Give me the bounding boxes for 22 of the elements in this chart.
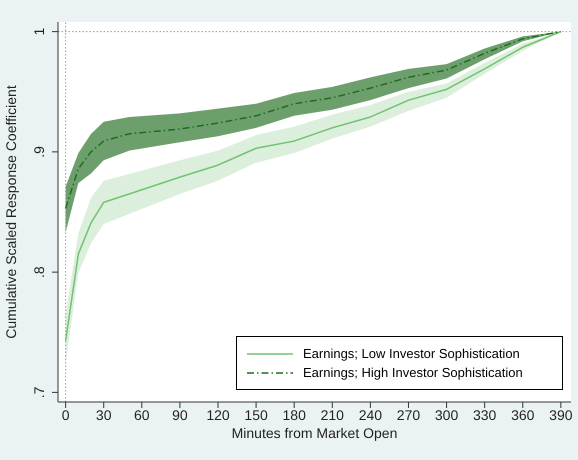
- x-tick-label: 90: [172, 406, 188, 423]
- x-tick-label: 330: [472, 406, 497, 423]
- x-tick-label: 210: [320, 406, 344, 423]
- x-tick-label: 300: [434, 406, 458, 423]
- x-tick-label: 0: [62, 406, 70, 423]
- x-tick-label: 180: [282, 406, 306, 423]
- y-tick-label: .7: [31, 386, 47, 398]
- legend-label: Earnings; High Investor Sophistication: [303, 365, 523, 380]
- x-tick-label: 120: [206, 406, 230, 423]
- y-tick-label: .8: [31, 266, 47, 278]
- x-tick-label: 390: [549, 406, 573, 423]
- x-tick-label: 270: [396, 406, 420, 423]
- x-axis-title: Minutes from Market Open: [232, 425, 398, 441]
- y-tick-label: .9: [31, 146, 47, 158]
- x-tick-label: 240: [358, 406, 382, 423]
- y-axis-title: Cumulative Scaled Response Coefficient: [3, 85, 19, 339]
- x-tick-label: 150: [244, 406, 268, 423]
- x-tick-label: 60: [134, 406, 150, 423]
- x-tick-label: 30: [96, 406, 112, 423]
- x-tick-label: 360: [511, 406, 535, 423]
- y-tick-label: 1: [31, 28, 47, 36]
- legend-label: Earnings; Low Investor Sophistication: [303, 346, 520, 361]
